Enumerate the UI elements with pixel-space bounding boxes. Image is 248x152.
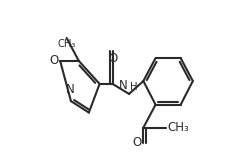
Text: O: O <box>133 136 142 149</box>
Text: N: N <box>119 79 127 93</box>
Text: CH₃: CH₃ <box>168 121 189 134</box>
Text: N: N <box>66 83 75 96</box>
Text: CH₃: CH₃ <box>58 39 76 49</box>
Text: O: O <box>108 52 117 65</box>
Text: O: O <box>50 54 59 67</box>
Text: H: H <box>130 83 137 93</box>
